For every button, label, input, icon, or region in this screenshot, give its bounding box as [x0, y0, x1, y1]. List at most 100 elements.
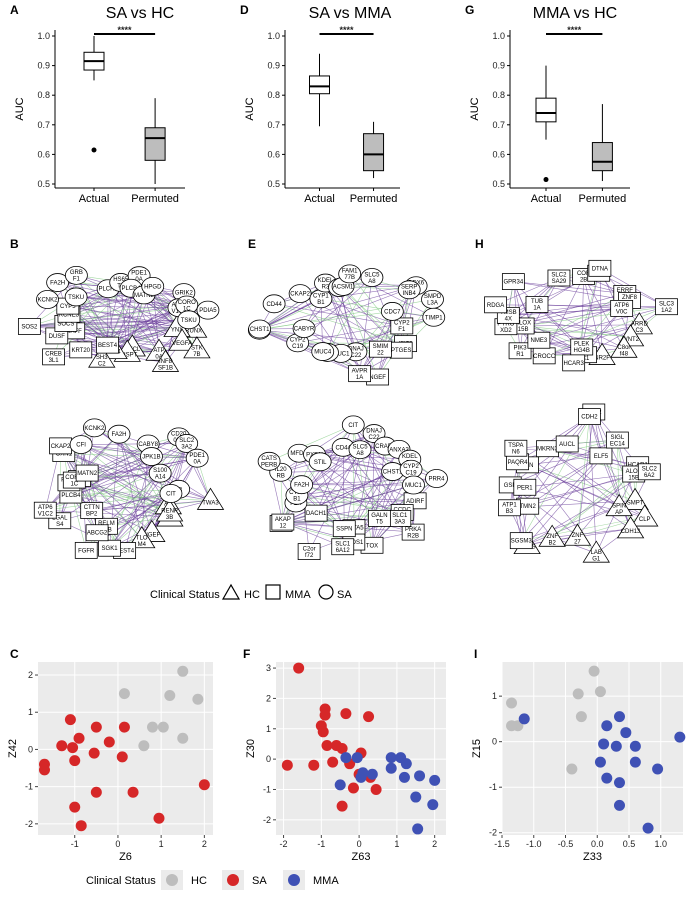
- node-label: RENP: [161, 509, 178, 515]
- network-edge: [57, 282, 180, 308]
- network-edge: [80, 444, 172, 494]
- node-label: R3: [322, 284, 330, 290]
- y-tick-label: 0.9: [267, 61, 280, 71]
- node-label: SMIM: [373, 344, 389, 350]
- node-triangle: [538, 524, 566, 547]
- point-hc: [177, 665, 189, 677]
- node-square: [332, 520, 356, 538]
- panel-letter-a: A: [10, 3, 19, 17]
- node-label: ZNF: [572, 533, 584, 539]
- y-tick-label: 0.7: [267, 120, 280, 130]
- node-label: GSN: [504, 483, 517, 489]
- significance-stars: ****: [567, 25, 582, 35]
- node-square: [33, 501, 57, 519]
- node-label: CKAP2: [290, 292, 310, 298]
- network-edge: [70, 457, 198, 496]
- node-label: C19: [406, 471, 418, 477]
- node-label: AKAP: [275, 517, 291, 523]
- node-square: [390, 317, 414, 335]
- node-label: CABYR: [294, 327, 315, 333]
- node-label: ADIRF: [406, 499, 424, 505]
- network-node-hc: CLP: [631, 504, 659, 527]
- point-sa: [88, 747, 100, 759]
- network-edge: [81, 444, 198, 459]
- node-label: 15B: [628, 475, 639, 481]
- x-axis-label: Z63: [352, 851, 371, 863]
- x-tick-label: 0: [115, 839, 120, 849]
- node-label: CORO: [65, 475, 83, 481]
- x-tick-label: -0.5: [558, 839, 574, 849]
- network-node-mma: RDGA: [484, 296, 507, 314]
- node-square: [401, 523, 425, 541]
- node-circle: [425, 469, 448, 488]
- node-label: CABY8: [138, 442, 158, 448]
- node-label: RB: [277, 474, 285, 480]
- node-label: CRAP2: [375, 444, 396, 450]
- point-mma: [398, 771, 410, 783]
- network-edge: [359, 285, 417, 374]
- node-label: CREB: [45, 352, 62, 358]
- node-square: [610, 299, 634, 317]
- y-axis-label: AUC: [469, 97, 481, 120]
- y-tick-label: 0.5: [37, 179, 50, 189]
- legend-mma-dot: [288, 874, 300, 886]
- y-tick-label: 2: [266, 693, 271, 703]
- y-axis-label: Z15: [471, 739, 483, 758]
- node-label: B1: [317, 300, 325, 306]
- node-square: [655, 298, 678, 316]
- node-label: HS65: [113, 277, 129, 283]
- node-label: 3B: [166, 515, 173, 521]
- point-mma: [427, 799, 439, 811]
- node-square: [369, 340, 392, 358]
- node-square: [17, 318, 41, 335]
- point-sa: [340, 708, 352, 720]
- node-circle: [292, 319, 316, 338]
- node-label: YNX: [171, 327, 183, 333]
- network-node-hc: SMPT: [621, 487, 649, 510]
- network-node-sa: KCNK2: [36, 290, 59, 309]
- network-node-mma: DUSF: [45, 327, 69, 345]
- network-edge: [320, 298, 434, 318]
- network-node-sa: CDC7: [380, 302, 404, 321]
- node-label: LAB: [591, 550, 602, 556]
- point-sa: [327, 756, 339, 768]
- node-circle: [290, 475, 314, 495]
- network-edge: [513, 281, 630, 301]
- x-tick-label: Permuted: [579, 193, 627, 205]
- network-edge: [527, 473, 634, 507]
- node-label: C22: [350, 353, 362, 359]
- node-label: TSKU: [181, 318, 197, 324]
- network-edge: [109, 473, 161, 549]
- network-node-sa: CHST1: [248, 319, 272, 339]
- node-label: SOCS: [57, 321, 74, 327]
- network-edge: [536, 304, 622, 309]
- node-label: MKRN3: [537, 447, 559, 453]
- point-mma: [357, 767, 369, 779]
- network-node-mma: MATN2: [75, 464, 99, 482]
- legend-mma-label: MMA: [285, 589, 311, 601]
- node-label: PERB: [261, 463, 277, 469]
- y-tick-label: 1: [266, 724, 271, 734]
- node-label: ALOX: [626, 469, 642, 475]
- node-label: SLC5: [364, 272, 380, 278]
- panel-letter-c: C: [10, 647, 19, 661]
- node-label: FADS1: [344, 540, 364, 546]
- point-sa: [90, 786, 102, 798]
- point-hc: [575, 711, 587, 723]
- point-sa: [321, 739, 333, 751]
- node-label: CYP2: [403, 464, 419, 470]
- y-tick-label: 0.8: [267, 90, 280, 100]
- node-label: SF1B: [158, 366, 173, 372]
- node-square: [525, 296, 549, 313]
- node-triangle: [168, 328, 196, 351]
